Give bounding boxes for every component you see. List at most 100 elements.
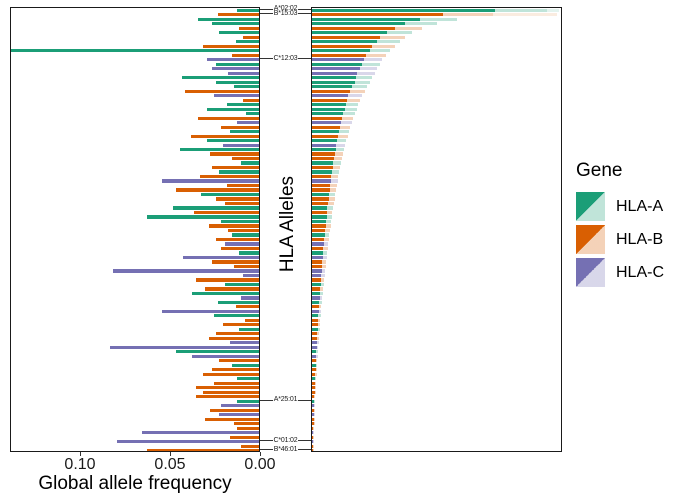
right-bar-solid: [312, 309, 319, 313]
freq-bar: [224, 201, 259, 206]
right-bar-solid: [312, 435, 314, 439]
right-bar-solid: [312, 201, 328, 206]
allele-tick-label: C*12:03: [260, 55, 311, 63]
tick-mark: [260, 440, 273, 442]
freq-bar: [232, 53, 259, 57]
right-bar-solid: [312, 58, 364, 62]
freq-bar: [201, 192, 259, 197]
freq-bar: [206, 58, 259, 62]
right-bar-light: [315, 381, 316, 385]
right-bar-solid: [312, 165, 333, 170]
right-bar-light: [329, 192, 336, 197]
right-bar-solid: [312, 422, 314, 426]
right-bar-light: [325, 224, 331, 228]
allele-tick-label: C*01:02: [260, 437, 311, 445]
right-bar-solid: [312, 381, 315, 385]
freq-bar: [11, 49, 259, 53]
right-bar-solid: [312, 35, 380, 39]
freq-bar: [219, 413, 259, 417]
hla-a-swatch-icon: [576, 192, 605, 221]
right-bar-solid: [312, 237, 325, 242]
freq-bar: [226, 103, 259, 107]
right-bar-solid: [312, 31, 388, 35]
hla-b-swatch-icon: [576, 225, 605, 254]
freq-bar: [208, 224, 259, 228]
right-bar-solid: [312, 408, 314, 412]
right-bar-light: [321, 273, 325, 278]
right-bar-solid: [312, 399, 315, 403]
right-bar-light: [331, 174, 339, 179]
freq-bar: [230, 341, 259, 345]
freq-bar: [205, 287, 259, 291]
right-bar-solid: [312, 314, 319, 318]
right-bar-solid: [312, 49, 370, 53]
right-bar-light: [387, 31, 413, 35]
right-bar-light: [319, 296, 323, 300]
left-frequency-panel: [10, 7, 260, 452]
right-bar-solid: [312, 273, 322, 278]
right-bar-solid: [312, 13, 443, 17]
tick-mark: [260, 399, 273, 401]
right-bar-solid: [312, 404, 314, 408]
right-bar-solid: [312, 62, 363, 66]
right-bar-light: [338, 130, 349, 134]
freq-bar: [221, 219, 259, 224]
tick-mark: [298, 399, 312, 401]
right-bar-light: [349, 89, 365, 93]
freq-bar: [242, 273, 259, 278]
right-bar-light: [354, 80, 370, 84]
right-bar-light: [313, 408, 315, 412]
allele-name: C*12:03: [273, 54, 298, 62]
freq-bar: [214, 381, 259, 385]
right-bar-light: [330, 179, 338, 183]
right-bar-solid: [312, 103, 346, 107]
gene-legend: Gene HLA-A HLA-B HLA-C: [576, 160, 664, 291]
right-bar-light: [326, 215, 332, 219]
freq-bar: [235, 305, 259, 309]
right-bar-light: [359, 67, 378, 71]
right-bar-light: [377, 40, 400, 44]
right-bar-light: [317, 327, 320, 331]
freq-bar: [214, 314, 259, 318]
right-bar-light: [337, 139, 347, 143]
right-bar-light: [314, 404, 315, 408]
freq-bar: [212, 22, 259, 26]
right-bar-light: [316, 354, 318, 358]
right-bar-light: [318, 309, 321, 313]
freq-bar: [197, 17, 259, 21]
right-bar-solid: [312, 174, 332, 179]
freq-bar: [233, 422, 259, 426]
freq-bar: [109, 345, 259, 349]
freq-bar: [176, 350, 259, 354]
freq-bar: [219, 359, 259, 363]
right-bar-light: [394, 26, 423, 30]
freq-bar: [239, 251, 259, 255]
freq-bar: [194, 210, 259, 215]
right-bar-light: [329, 188, 337, 192]
right-bar-light: [334, 156, 343, 161]
right-bar-light: [331, 170, 340, 174]
right-bar-light: [313, 431, 314, 435]
right-bar-solid: [312, 269, 322, 273]
freq-bar: [219, 170, 259, 174]
right-bar-light: [372, 44, 395, 48]
right-bar-light: [325, 228, 330, 233]
freq-bar: [142, 431, 259, 435]
right-bar-solid: [312, 426, 314, 430]
right-bar-light: [379, 35, 405, 39]
freq-bar: [241, 296, 259, 300]
freq-bar: [161, 309, 259, 313]
freq-bar: [215, 197, 259, 201]
freq-bar: [205, 417, 259, 421]
freq-bar: [232, 156, 259, 161]
right-bar-light: [495, 8, 547, 12]
tick-mark: [298, 58, 311, 60]
freq-bar: [190, 134, 259, 138]
freq-bar: [212, 368, 259, 372]
legend-label: HLA-B: [616, 230, 664, 248]
right-bar-light: [322, 260, 327, 264]
right-bar-light: [326, 210, 333, 215]
right-bar-light: [323, 251, 327, 255]
x-tick-label: 0.05: [154, 456, 186, 473]
right-bar-solid: [312, 8, 496, 12]
